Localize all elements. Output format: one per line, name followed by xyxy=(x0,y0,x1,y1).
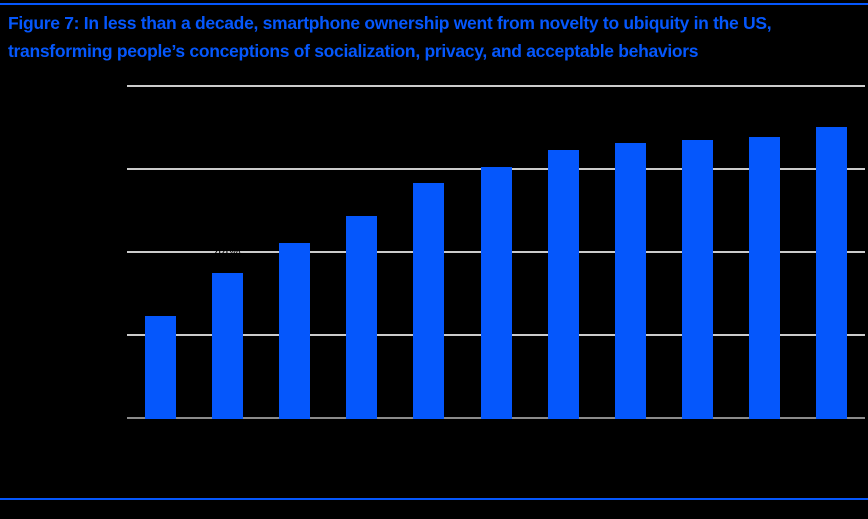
bar-11 xyxy=(815,126,847,419)
bar-slot-7: 81% xyxy=(530,85,597,419)
bar-data-label-5: 71% xyxy=(415,154,442,170)
bottom-divider-rule xyxy=(0,498,868,500)
bar-data-label-7: 81% xyxy=(550,121,577,137)
figure-title: Figure 7: In less than a decade, smartph… xyxy=(8,9,860,65)
bar-8 xyxy=(614,143,646,419)
bar-series-container: 31% 44% 53% 61% 71% 76% 81% 83% 84% 85% 88% xyxy=(127,85,865,419)
bar-data-label-9: 84% xyxy=(684,111,711,127)
y-tick-label-25pct: 25% xyxy=(98,328,123,342)
bar-slot-2: 44% xyxy=(194,85,261,419)
gridline-100pct xyxy=(127,85,865,87)
bar-data-label-3: 53% xyxy=(281,214,308,230)
bar-slot-6: 76% xyxy=(462,85,529,419)
y-tick-label-100pct: 100% xyxy=(92,79,123,93)
bar-6 xyxy=(480,166,512,419)
y-tick-label-75pct: 75% xyxy=(98,162,123,176)
bar-slot-4: 61% xyxy=(328,85,395,419)
bar-7 xyxy=(547,150,579,419)
y-tick-label-50pct: 50% xyxy=(98,245,123,259)
bar-slot-3: 53% xyxy=(261,85,328,419)
bar-data-label-8: 83% xyxy=(617,114,644,130)
bar-1 xyxy=(145,316,177,419)
bar-chart-plot-area: 31% 44% 53% 61% 71% 76% 81% 83% 84% 85% 88% 0% 25% 5… xyxy=(92,79,865,425)
figure-title-line-2: transforming people’s conceptions of soc… xyxy=(8,41,699,61)
bar-data-label-6: 76% xyxy=(483,137,510,153)
figure-title-line-1: Figure 7: In less than a decade, smartph… xyxy=(8,13,772,33)
bar-4 xyxy=(346,216,378,419)
bar-slot-5: 71% xyxy=(395,85,462,419)
bar-2 xyxy=(212,272,244,419)
bar-data-label-2: 44% xyxy=(214,243,241,259)
bar-slot-9: 84% xyxy=(664,85,731,419)
bar-data-label-11: 88% xyxy=(818,97,845,113)
bar-data-label-1: 31% xyxy=(147,287,174,303)
bar-5 xyxy=(413,183,445,419)
bar-10 xyxy=(748,136,780,419)
top-divider-rule xyxy=(0,3,868,5)
bar-9 xyxy=(681,140,713,419)
bar-slot-8: 83% xyxy=(597,85,664,419)
y-tick-label-0pct: 0% xyxy=(105,411,123,425)
bar-slot-11: 88% xyxy=(798,85,865,419)
bar-data-label-4: 61% xyxy=(348,187,375,203)
bar-slot-1: 31% xyxy=(127,85,194,419)
bar-slot-10: 85% xyxy=(731,85,798,419)
bar-data-label-10: 85% xyxy=(751,107,778,123)
bar-3 xyxy=(279,243,311,419)
